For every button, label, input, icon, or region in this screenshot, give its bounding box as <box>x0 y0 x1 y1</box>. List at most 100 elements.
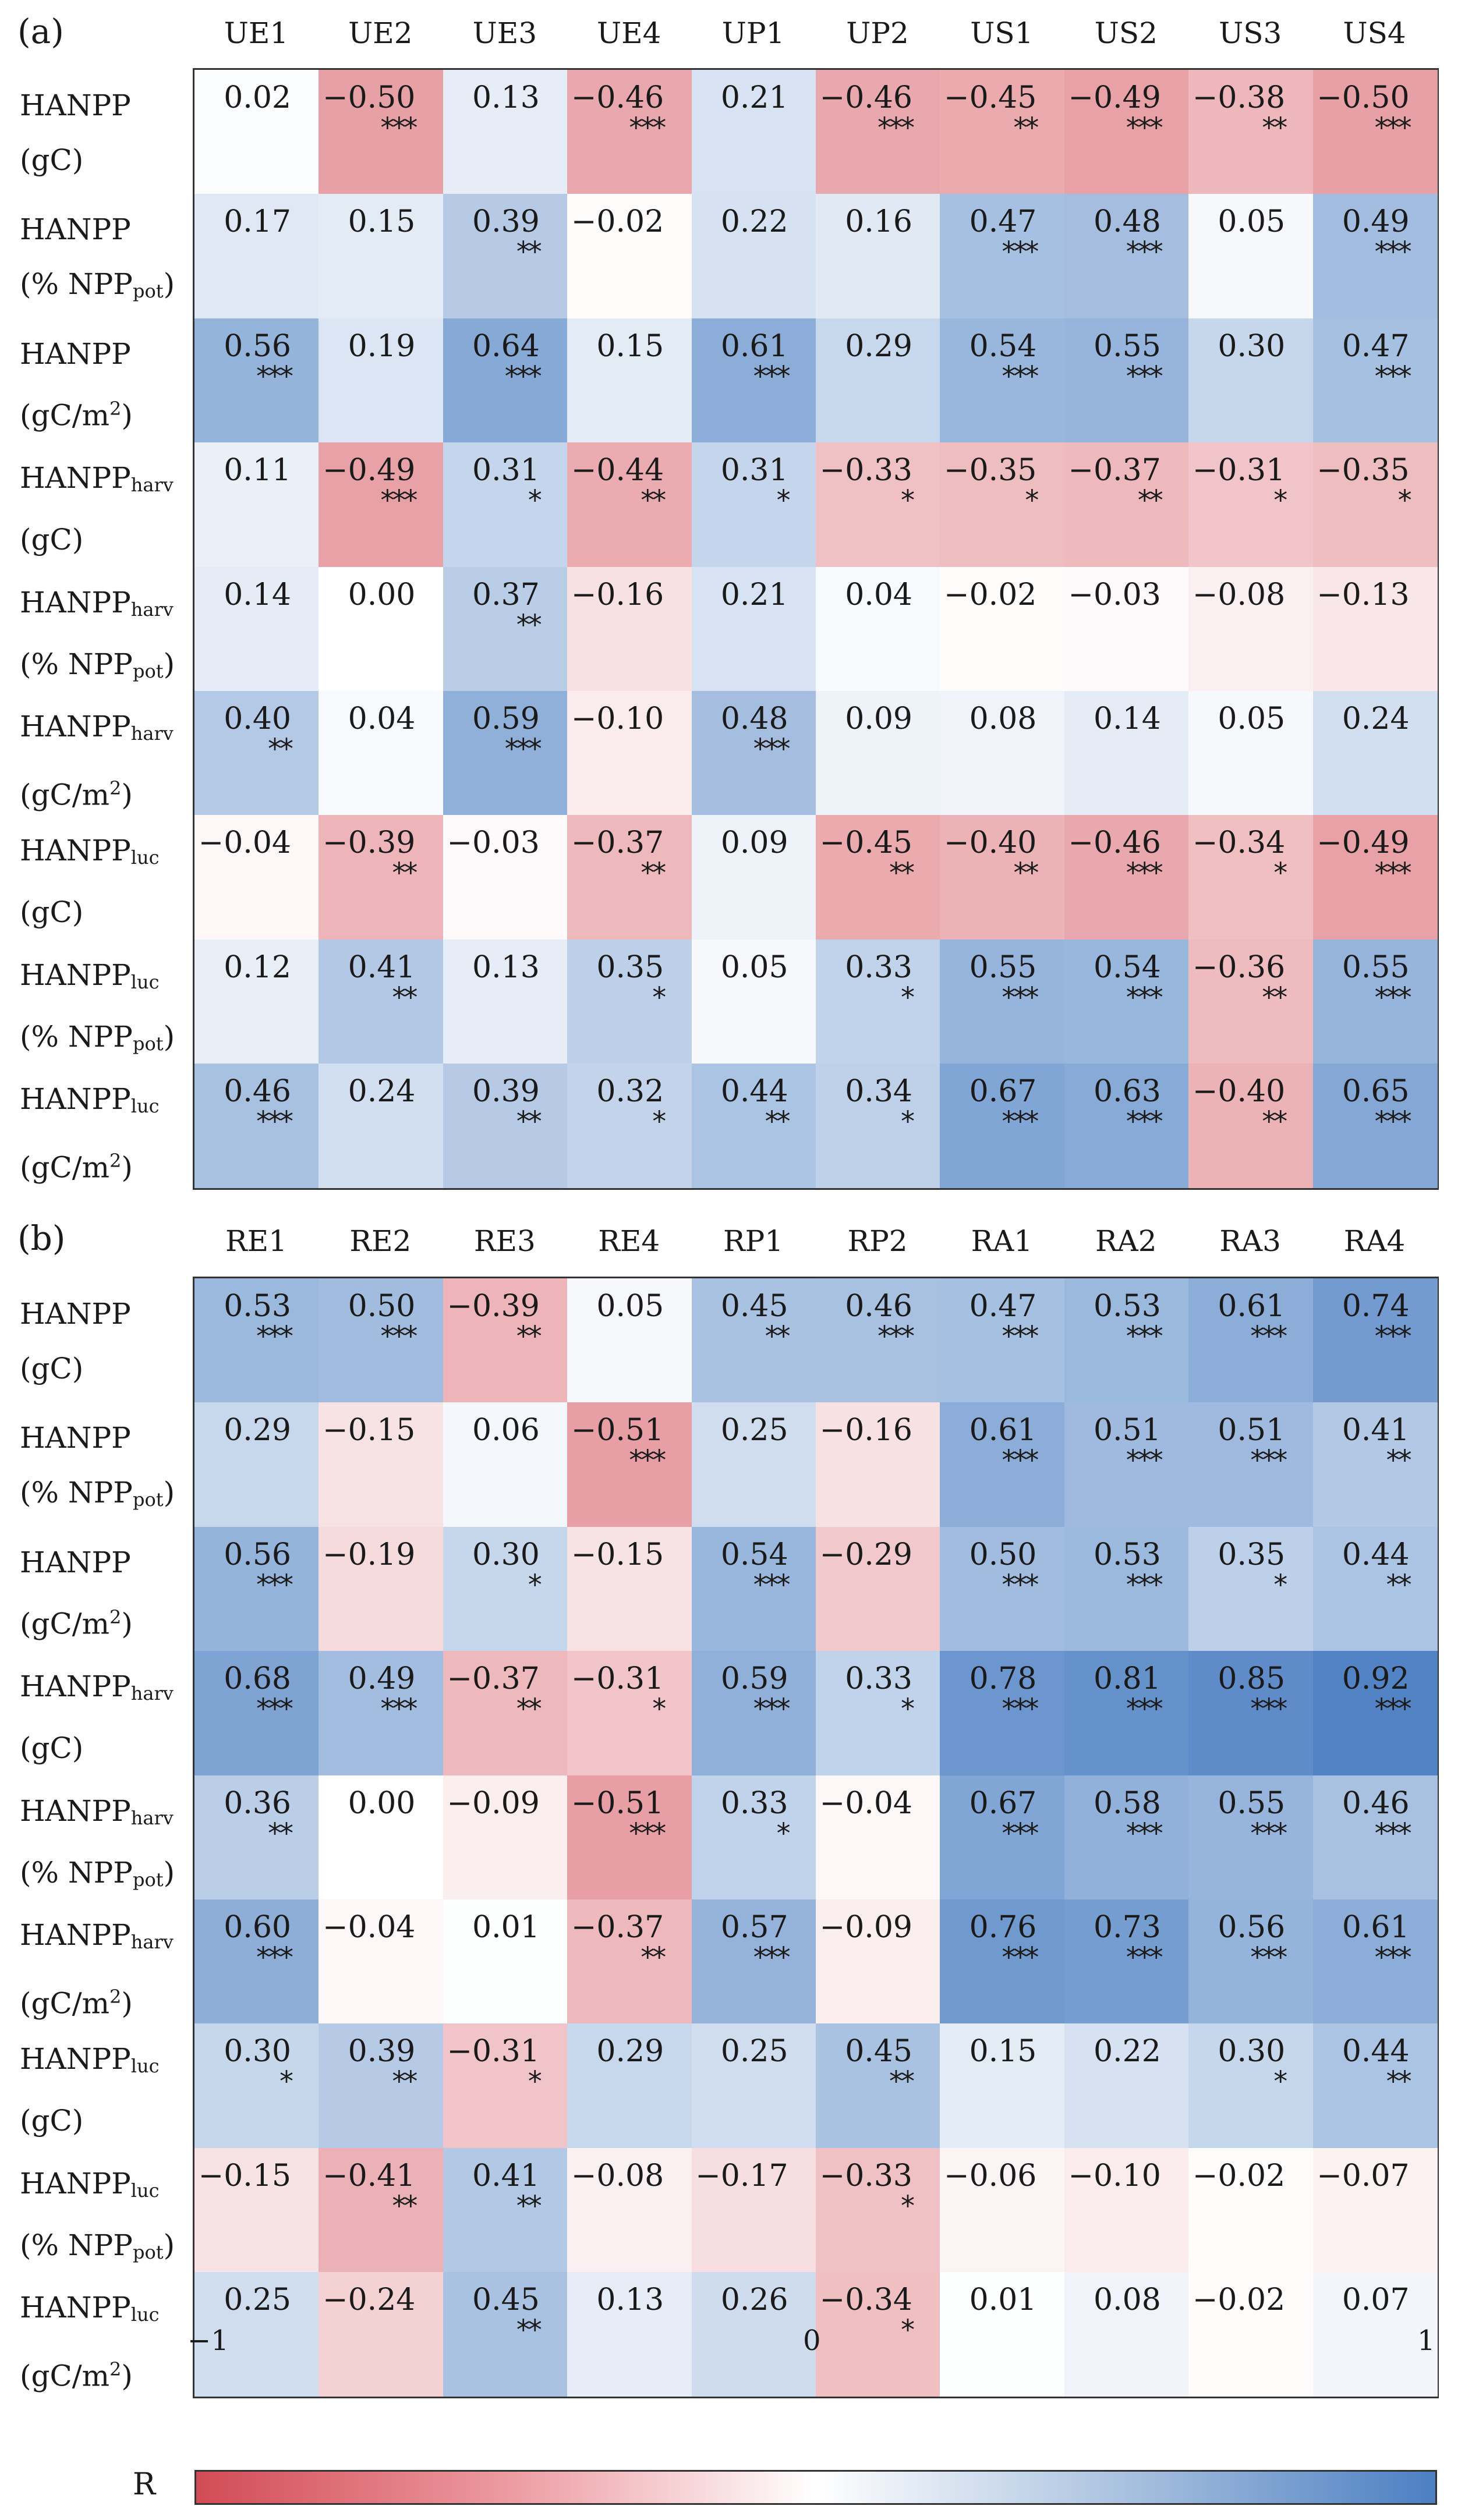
heatmap-cell: −0.39 ** <box>319 815 444 940</box>
significance-stars: ** <box>641 484 666 518</box>
panel-label-a: (a) <box>17 12 64 51</box>
significance-stars: *** <box>1374 857 1412 890</box>
cell-value: 0.15 <box>596 328 664 364</box>
heatmap-cell: 0.56 *** <box>194 318 319 443</box>
heatmap-cell: 0.25 <box>194 2272 319 2397</box>
significance-stars: ** <box>765 1105 791 1139</box>
cell-value: 0.53 <box>224 1289 291 1324</box>
heatmap-cell: 0.12 <box>194 939 319 1064</box>
row-label: HANPP (gC/m2) <box>20 1545 133 1641</box>
significance-stars: *** <box>1374 1320 1412 1353</box>
cell-value: 0.44 <box>720 1074 788 1110</box>
significance-stars: *** <box>1126 1817 1163 1850</box>
cell-value: 0.54 <box>720 1537 788 1572</box>
cell-value: 0.31 <box>472 453 540 488</box>
heatmap-cell: 0.13 <box>443 70 568 194</box>
heatmap-cell: 0.06 <box>443 1402 568 1527</box>
cell-value: 0.33 <box>845 949 912 985</box>
cell-value: −0.15 <box>323 1413 416 1448</box>
cell-value: 0.53 <box>1094 1289 1161 1324</box>
cell-value: 0.49 <box>1342 204 1410 240</box>
cell-value: −0.40 <box>1192 1074 1286 1110</box>
cell-value: −0.33 <box>819 453 912 488</box>
cell-value: 0.51 <box>1218 1413 1286 1448</box>
row-label: HANPPluc (gC/m2) <box>20 1082 160 1185</box>
heatmap-cell: 0.55 *** <box>940 939 1065 1064</box>
significance-stars: *** <box>380 1693 417 1726</box>
heatmap-cell: 0.01 <box>940 2272 1065 2397</box>
heatmap-cell: 0.51 *** <box>1188 1402 1314 1527</box>
significance-stars: ** <box>765 1320 791 1353</box>
cell-value: 0.44 <box>1342 1537 1410 1572</box>
heatmap-cell: 0.19 <box>319 318 444 443</box>
significance-stars: *** <box>629 1444 666 1477</box>
cell-value: 0.09 <box>720 825 788 861</box>
significance-stars: *** <box>1374 236 1412 269</box>
heatmap-cell: −0.49 *** <box>1064 70 1189 194</box>
significance-stars: *** <box>1002 1568 1039 1601</box>
cell-value: 0.16 <box>845 204 912 240</box>
heatmap-cell: −0.09 <box>443 1775 568 1900</box>
cell-value: −0.40 <box>944 825 1037 861</box>
cell-value: 0.50 <box>348 1289 416 1324</box>
cell-value: 0.39 <box>472 204 540 240</box>
heatmap-cell: −0.19 <box>319 1526 444 1651</box>
heatmap-cell: −0.50 *** <box>319 70 444 194</box>
significance-stars: *** <box>1126 360 1163 393</box>
significance-stars: *** <box>1250 1693 1287 1726</box>
significance-stars: *** <box>1126 236 1163 269</box>
significance-stars: *** <box>877 1320 915 1353</box>
significance-stars: ** <box>516 1320 542 1353</box>
heatmap-cell: 0.33 * <box>691 1775 816 1900</box>
significance-stars: *** <box>1002 1320 1039 1353</box>
significance-stars: ** <box>889 2065 915 2099</box>
cell-value: 0.01 <box>472 1910 540 1945</box>
cell-value: 0.57 <box>720 1910 788 1945</box>
cell-value: 0.05 <box>1218 701 1286 736</box>
cell-value: 0.47 <box>1342 328 1410 364</box>
heatmap-cell: 0.05 <box>567 1278 692 1403</box>
significance-stars: *** <box>1002 1941 1039 1974</box>
heatmap-cell: 0.55 *** <box>1064 318 1189 443</box>
cell-value: −0.04 <box>198 825 291 861</box>
heatmap-cell: 0.29 <box>816 318 940 443</box>
cell-value: 0.76 <box>969 1910 1037 1945</box>
heatmap-cell: 0.15 <box>940 2023 1065 2149</box>
significance-stars: * <box>901 1693 915 1726</box>
cell-value: 0.74 <box>1342 1289 1410 1324</box>
heatmap-cell: 0.39 ** <box>443 1064 568 1189</box>
significance-stars: * <box>776 484 791 518</box>
heatmap-cell: −0.45 ** <box>940 70 1065 194</box>
heatmap-cell: 0.33 * <box>816 1651 940 1776</box>
heatmap-cell: −0.40 ** <box>1188 1064 1314 1189</box>
heatmap-cell: 0.32 * <box>567 1064 692 1189</box>
significance-stars: *** <box>1002 1693 1039 1726</box>
heatmap-cell: 0.40 ** <box>194 691 319 816</box>
heatmap-cell: 0.58 *** <box>1064 1775 1189 1900</box>
significance-stars: *** <box>1126 1105 1163 1139</box>
cell-value: 0.56 <box>224 1537 291 1572</box>
cell-value: 0.81 <box>1094 1661 1161 1697</box>
cell-value: −0.08 <box>571 2158 664 2193</box>
heatmap-cell: 0.78 *** <box>940 1651 1065 1776</box>
significance-stars: *** <box>1002 236 1039 269</box>
heatmap-cell: 0.67 *** <box>940 1064 1065 1189</box>
heatmap-cell: 0.74 *** <box>1312 1278 1438 1403</box>
significance-stars: * <box>1273 2065 1287 2099</box>
heatmap-cell: 0.41 ** <box>319 939 444 1064</box>
heatmap-cell: −0.49 *** <box>319 442 444 568</box>
heatmap-cell: 0.47 *** <box>1312 318 1438 443</box>
cell-value: 0.67 <box>969 1074 1037 1110</box>
cell-value: 0.59 <box>720 1661 788 1697</box>
cell-value: −0.38 <box>1192 80 1286 115</box>
heatmap-cell: 0.35 * <box>1188 1526 1314 1651</box>
heatmap-cell: 0.05 <box>691 939 816 1064</box>
cell-value: 0.61 <box>720 328 788 364</box>
cell-value: −0.50 <box>1317 80 1410 115</box>
heatmap-cell: 0.54 *** <box>940 318 1065 443</box>
heatmap-cell: −0.44 ** <box>567 442 692 568</box>
heatmap-cell: 0.05 <box>1188 691 1314 816</box>
cell-value: −0.45 <box>819 825 912 861</box>
cell-value: 0.15 <box>348 204 416 240</box>
cell-value: 0.30 <box>1218 328 1286 364</box>
